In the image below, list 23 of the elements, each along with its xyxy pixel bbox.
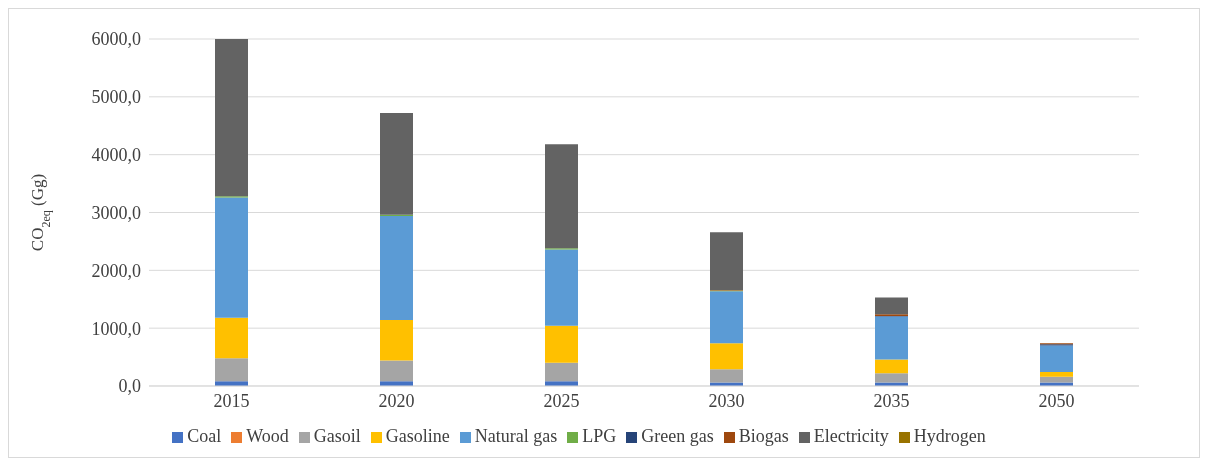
x-tick-label: 2030 bbox=[708, 390, 745, 411]
y-tick-label: 1000,0 bbox=[91, 318, 141, 339]
legend-label: Wood bbox=[246, 426, 289, 446]
y-tick-label: 3000,0 bbox=[91, 202, 141, 223]
legend-label: Natural gas bbox=[474, 426, 558, 446]
x-tick-label: 2015 bbox=[213, 390, 250, 411]
legend-label: Hydrogen bbox=[913, 426, 986, 446]
legend-label: Coal bbox=[187, 426, 222, 446]
y-tick-label: 2000,0 bbox=[91, 260, 141, 281]
legend-label: Green gas bbox=[641, 426, 714, 446]
y-tick-label: 5000,0 bbox=[91, 87, 141, 108]
legend-label: Electricity bbox=[813, 426, 889, 446]
legend-label: Gasoline bbox=[385, 426, 450, 446]
x-tick-label: 2050 bbox=[1038, 390, 1075, 411]
legend-label: Biogas bbox=[738, 426, 789, 446]
x-tick-label: 2025 bbox=[543, 390, 580, 411]
legend-label: LPG bbox=[582, 426, 617, 446]
y-tick-label: 4000,0 bbox=[91, 145, 141, 166]
x-tick-label: 2020 bbox=[378, 390, 415, 411]
y-tick-label: 0,0 bbox=[118, 376, 141, 397]
y-tick-label: 6000,0 bbox=[91, 29, 141, 50]
x-tick-label: 2035 bbox=[873, 390, 910, 411]
legend-label: Gasoil bbox=[313, 426, 361, 446]
